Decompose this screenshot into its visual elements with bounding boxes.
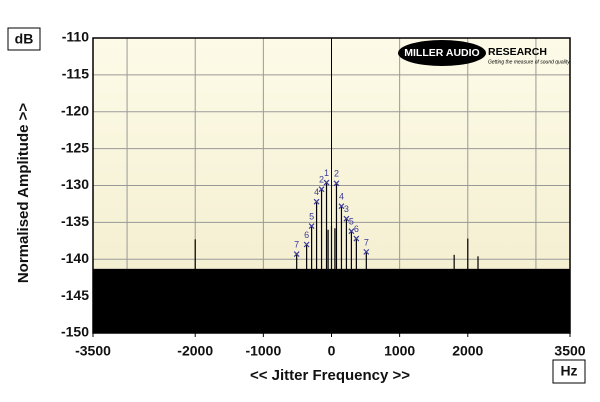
y-tick-label: -150 <box>61 324 89 340</box>
peak-label: 7 <box>294 239 299 249</box>
x-tick-label: -3500 <box>75 343 111 359</box>
peak-label: 5 <box>349 217 354 227</box>
peak-label: 5 <box>309 211 314 221</box>
x-tick-label: -2000 <box>177 343 213 359</box>
x-tick-label: 0 <box>328 343 336 359</box>
y-tick-label: -125 <box>61 139 89 155</box>
y-tick-label: -135 <box>61 213 89 229</box>
peak-label: 6 <box>354 224 359 234</box>
x-unit: Hz <box>560 363 577 379</box>
peak-label: 2 <box>319 175 324 185</box>
peak-marker <box>303 241 310 248</box>
y-tick-label: -145 <box>61 287 89 303</box>
logo-ellipse <box>398 40 486 66</box>
logo-left: MILLER AUDIO <box>404 47 479 59</box>
y-unit-box <box>7 27 41 51</box>
y-unit: dB <box>15 31 34 47</box>
y-tick-label: -120 <box>61 102 89 118</box>
peak-marker <box>348 228 355 235</box>
logo: MILLER AUDIO RESEARCH Getting the measur… <box>398 40 570 66</box>
x-unit-box <box>552 359 586 384</box>
peak-marker <box>333 180 340 187</box>
y-tick-label: -115 <box>62 66 89 82</box>
plot-border <box>92 37 571 334</box>
peak-marker <box>353 235 360 242</box>
peak-marker <box>343 215 350 222</box>
peak-marker <box>318 186 325 193</box>
peak-label: 2 <box>334 169 339 179</box>
y-axis-title: Normalised Amplitude >> <box>15 103 32 284</box>
y-tick-label: -140 <box>61 250 89 266</box>
logo-right: RESEARCH <box>488 46 547 58</box>
peak-label: 3 <box>344 204 349 214</box>
peak-marker <box>363 248 370 255</box>
x-tick-label: 1000 <box>384 343 415 359</box>
x-tick-label: -1000 <box>245 343 281 359</box>
peak-marker <box>313 198 320 205</box>
y-tick-label: -130 <box>61 176 89 192</box>
y-tick-label: -110 <box>62 29 89 45</box>
logo-tagline: Getting the measure of sound quality <box>488 59 570 65</box>
peak-label: 1 <box>324 168 329 178</box>
peak-label: 6 <box>304 230 309 240</box>
peak-marker <box>293 251 300 258</box>
peak-label: 4 <box>339 192 344 202</box>
x-tick-label: 3500 <box>554 343 585 359</box>
peak-marker <box>338 203 345 210</box>
peak-label: 4 <box>314 187 319 197</box>
peak-label: 7 <box>364 237 369 247</box>
x-axis-title: << Jitter Frequency >> <box>250 367 410 384</box>
x-tick-label: 2000 <box>452 343 483 359</box>
peak-marker <box>323 179 330 186</box>
peak-marker <box>308 223 315 229</box>
